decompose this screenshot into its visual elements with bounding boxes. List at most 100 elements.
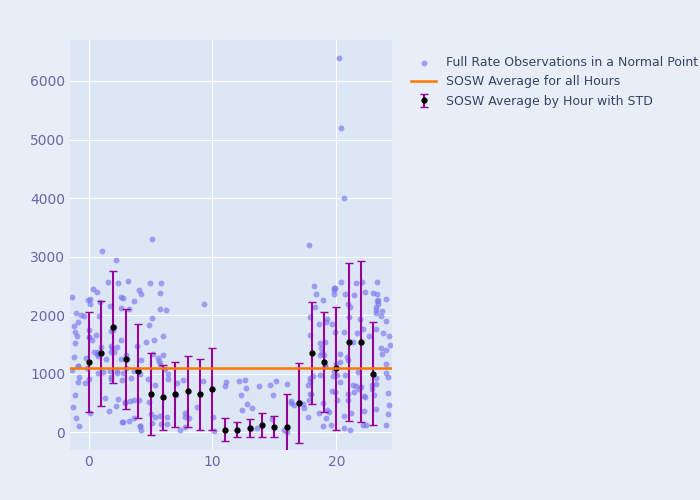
Full Rate Observations in a Normal Point bbox=[99, 394, 111, 402]
Full Rate Observations in a Normal Point bbox=[70, 340, 81, 347]
Full Rate Observations in a Normal Point bbox=[340, 290, 351, 298]
Full Rate Observations in a Normal Point bbox=[92, 288, 103, 296]
Full Rate Observations in a Normal Point bbox=[314, 340, 325, 347]
Full Rate Observations in a Normal Point bbox=[118, 418, 129, 426]
Full Rate Observations in a Normal Point bbox=[96, 343, 107, 351]
Full Rate Observations in a Normal Point bbox=[323, 408, 335, 416]
Full Rate Observations in a Normal Point bbox=[82, 296, 93, 304]
Full Rate Observations in a Normal Point bbox=[343, 390, 354, 398]
Full Rate Observations in a Normal Point bbox=[152, 354, 163, 362]
Full Rate Observations in a Normal Point bbox=[314, 350, 326, 358]
Full Rate Observations in a Normal Point bbox=[270, 378, 281, 386]
Full Rate Observations in a Normal Point bbox=[146, 410, 157, 418]
Full Rate Observations in a Normal Point bbox=[110, 256, 121, 264]
Full Rate Observations in a Normal Point bbox=[121, 355, 132, 363]
Full Rate Observations in a Normal Point bbox=[104, 366, 116, 374]
Full Rate Observations in a Normal Point bbox=[158, 332, 169, 340]
Full Rate Observations in a Normal Point bbox=[304, 378, 316, 386]
Full Rate Observations in a Normal Point bbox=[143, 398, 154, 406]
Full Rate Observations in a Normal Point bbox=[307, 372, 318, 380]
Full Rate Observations in a Normal Point bbox=[119, 400, 130, 407]
Full Rate Observations in a Normal Point bbox=[314, 370, 326, 378]
Full Rate Observations in a Normal Point bbox=[311, 290, 322, 298]
Full Rate Observations in a Normal Point bbox=[360, 393, 371, 401]
Full Rate Observations in a Normal Point bbox=[97, 368, 108, 376]
Full Rate Observations in a Normal Point bbox=[319, 362, 330, 370]
Full Rate Observations in a Normal Point bbox=[326, 420, 337, 428]
Full Rate Observations in a Normal Point bbox=[344, 426, 356, 434]
Full Rate Observations in a Normal Point bbox=[111, 344, 122, 351]
Full Rate Observations in a Normal Point bbox=[347, 382, 358, 390]
Full Rate Observations in a Normal Point bbox=[344, 313, 355, 321]
Full Rate Observations in a Normal Point bbox=[251, 424, 262, 432]
Full Rate Observations in a Normal Point bbox=[122, 278, 133, 285]
Full Rate Observations in a Normal Point bbox=[372, 296, 383, 304]
Full Rate Observations in a Normal Point bbox=[84, 408, 95, 416]
Full Rate Observations in a Normal Point bbox=[148, 336, 160, 344]
Full Rate Observations in a Normal Point bbox=[106, 327, 117, 335]
Full Rate Observations in a Normal Point bbox=[298, 404, 309, 411]
Full Rate Observations in a Normal Point bbox=[359, 288, 370, 296]
Full Rate Observations in a Normal Point bbox=[318, 399, 329, 407]
SOSW Average for all Hours bbox=[97, 365, 105, 371]
Full Rate Observations in a Normal Point bbox=[358, 392, 370, 400]
Full Rate Observations in a Normal Point bbox=[303, 241, 314, 249]
Full Rate Observations in a Normal Point bbox=[66, 366, 78, 374]
Full Rate Observations in a Normal Point bbox=[370, 374, 382, 382]
Full Rate Observations in a Normal Point bbox=[308, 282, 319, 290]
Full Rate Observations in a Normal Point bbox=[281, 428, 293, 436]
Full Rate Observations in a Normal Point bbox=[371, 278, 382, 286]
Full Rate Observations in a Normal Point bbox=[118, 294, 129, 302]
Full Rate Observations in a Normal Point bbox=[265, 382, 276, 390]
Full Rate Observations in a Normal Point bbox=[129, 414, 140, 422]
Full Rate Observations in a Normal Point bbox=[162, 370, 174, 378]
Full Rate Observations in a Normal Point bbox=[328, 286, 339, 294]
Full Rate Observations in a Normal Point bbox=[146, 314, 158, 322]
Full Rate Observations in a Normal Point bbox=[72, 378, 83, 386]
Full Rate Observations in a Normal Point bbox=[134, 422, 145, 430]
Full Rate Observations in a Normal Point bbox=[267, 390, 279, 398]
Full Rate Observations in a Normal Point bbox=[140, 338, 151, 346]
Full Rate Observations in a Normal Point bbox=[286, 398, 297, 406]
Full Rate Observations in a Normal Point bbox=[246, 425, 257, 433]
Full Rate Observations in a Normal Point bbox=[183, 414, 195, 422]
Full Rate Observations in a Normal Point bbox=[155, 412, 166, 420]
Full Rate Observations in a Normal Point bbox=[129, 396, 140, 404]
Full Rate Observations in a Normal Point bbox=[357, 421, 368, 429]
Full Rate Observations in a Normal Point bbox=[288, 402, 300, 409]
Full Rate Observations in a Normal Point bbox=[348, 388, 359, 396]
Full Rate Observations in a Normal Point bbox=[146, 235, 158, 243]
Full Rate Observations in a Normal Point bbox=[179, 408, 190, 416]
Full Rate Observations in a Normal Point bbox=[370, 406, 382, 413]
Full Rate Observations in a Normal Point bbox=[237, 406, 248, 414]
Full Rate Observations in a Normal Point bbox=[68, 322, 79, 330]
Full Rate Observations in a Normal Point bbox=[377, 329, 388, 337]
Full Rate Observations in a Normal Point bbox=[234, 377, 245, 385]
Full Rate Observations in a Normal Point bbox=[355, 314, 366, 322]
Full Rate Observations in a Normal Point bbox=[355, 384, 366, 392]
Full Rate Observations in a Normal Point bbox=[162, 375, 174, 383]
Full Rate Observations in a Normal Point bbox=[103, 278, 114, 286]
Full Rate Observations in a Normal Point bbox=[179, 423, 190, 431]
Full Rate Observations in a Normal Point bbox=[71, 310, 82, 318]
Full Rate Observations in a Normal Point bbox=[106, 348, 117, 356]
Full Rate Observations in a Normal Point bbox=[129, 366, 140, 374]
Full Rate Observations in a Normal Point bbox=[246, 404, 258, 412]
Full Rate Observations in a Normal Point bbox=[298, 400, 309, 408]
Full Rate Observations in a Normal Point bbox=[73, 362, 84, 370]
Full Rate Observations in a Normal Point bbox=[339, 328, 350, 336]
Full Rate Observations in a Normal Point bbox=[125, 374, 136, 382]
Full Rate Observations in a Normal Point bbox=[149, 381, 160, 389]
Full Rate Observations in a Normal Point bbox=[342, 356, 354, 364]
Full Rate Observations in a Normal Point bbox=[118, 369, 129, 377]
Full Rate Observations in a Normal Point bbox=[144, 321, 155, 329]
Full Rate Observations in a Normal Point bbox=[304, 390, 316, 398]
Full Rate Observations in a Normal Point bbox=[179, 412, 190, 420]
Full Rate Observations in a Normal Point bbox=[116, 356, 127, 364]
SOSW Average for all Hours bbox=[85, 365, 93, 371]
Full Rate Observations in a Normal Point bbox=[343, 300, 354, 308]
Full Rate Observations in a Normal Point bbox=[318, 350, 330, 358]
Full Rate Observations in a Normal Point bbox=[148, 350, 159, 358]
Full Rate Observations in a Normal Point bbox=[115, 293, 126, 301]
Full Rate Observations in a Normal Point bbox=[384, 341, 395, 349]
